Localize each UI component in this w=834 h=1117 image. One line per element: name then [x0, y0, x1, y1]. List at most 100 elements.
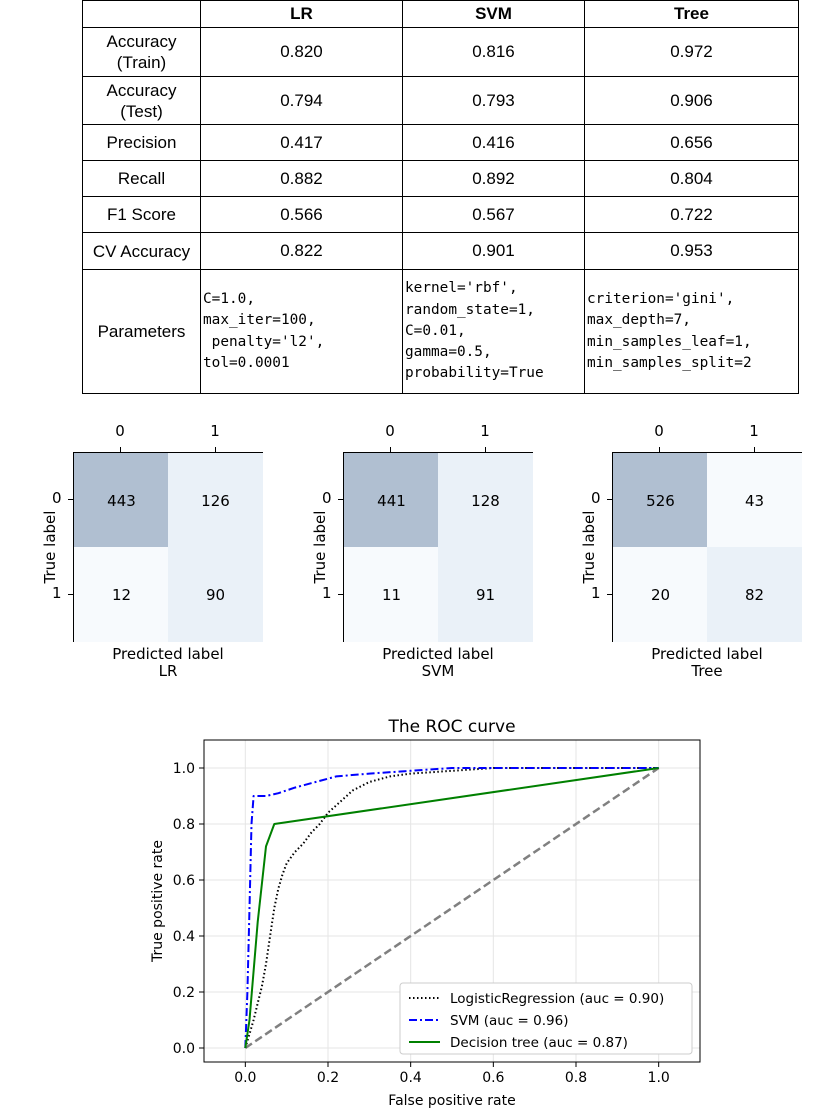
chart-title: The ROC curve	[387, 717, 515, 737]
column-tick-label: 0	[385, 422, 395, 440]
y-tick-label: 1.0	[173, 761, 195, 777]
header-cell-lr: LR	[200, 0, 403, 28]
row-label: Parameters	[82, 269, 201, 394]
table-cell: 0.656	[584, 124, 799, 161]
header-cell-svm: SVM	[402, 0, 585, 28]
matrix-cell: 20	[613, 547, 708, 642]
header-cell-tree: Tree	[584, 0, 799, 28]
matrix-grid: 443 126 12 90	[73, 452, 263, 642]
x-axis-label-text: Predicted label	[382, 645, 494, 663]
matrix-cell: 43	[707, 453, 802, 548]
row-tick-label: 1	[322, 584, 332, 602]
legend-label: SVM (auc = 0.96)	[450, 1013, 568, 1029]
tick-mark	[390, 447, 391, 452]
table-cell: 0.417	[200, 124, 403, 161]
table-cell: 0.822	[200, 232, 403, 270]
y-axis-label: True positive rate	[150, 840, 166, 963]
column-tick-label: 0	[654, 422, 664, 440]
table-cell: 0.816	[402, 27, 585, 77]
x-axis-label-text: Predicted label	[112, 645, 224, 663]
row-label: Recall	[82, 160, 201, 197]
row-tick-label: 0	[591, 489, 601, 507]
row-tick-label: 0	[52, 489, 62, 507]
y-tick-label: 0.8	[173, 817, 195, 833]
confusion-matrix-tree: 526 43 20 82 0 1 0 1 True label Predicted label Tr…	[563, 410, 813, 700]
matrix-model-name: SVM	[421, 662, 455, 680]
table-row: Accuracy (Test) 0.794 0.793 0.906	[82, 76, 799, 125]
x-axis-label: Predicted label Tree	[612, 646, 802, 680]
matrix-cell: 11	[344, 547, 439, 642]
matrix-cell: 441	[344, 453, 439, 548]
series-line	[244, 767, 659, 1049]
roc-chart: 0.0 0.2 0.4 0.6 0.8 1.0 0.0 0.2 0.4 0.6 0.8 1.0 The …	[150, 717, 701, 1109]
matrix-cell: 91	[438, 547, 533, 642]
x-tick-label: 0.8	[565, 1070, 587, 1086]
table-cell: 0.906	[584, 76, 799, 125]
legend-label: Decision tree (auc = 0.87)	[450, 1035, 628, 1051]
y-axis-label: True label	[580, 510, 598, 584]
column-tick-label: 1	[480, 422, 490, 440]
tick-mark	[215, 447, 216, 452]
matrix-cell: 526	[613, 453, 708, 548]
x-tick-label: 1.0	[648, 1070, 670, 1086]
x-axis-label: Predicted label SVM	[343, 646, 533, 680]
y-tick-label: 0.4	[173, 929, 195, 945]
x-axis-label: False positive rate	[388, 1093, 515, 1109]
y-tick-label: 0.6	[173, 873, 195, 889]
table-row: Recall 0.882 0.892 0.804	[82, 160, 799, 197]
tick-mark	[68, 499, 73, 500]
tick-mark	[120, 447, 121, 452]
y-axis-label: True label	[311, 510, 329, 584]
table-cell: 0.820	[200, 27, 403, 77]
matrix-cell: 126	[168, 453, 263, 548]
tick-mark	[338, 594, 343, 595]
row-tick-label: 1	[591, 584, 601, 602]
table-cell: 0.794	[200, 76, 403, 125]
x-tick-label: 0.4	[400, 1070, 422, 1086]
table-cell: 0.416	[402, 124, 585, 161]
table-cell: 0.722	[584, 196, 799, 233]
y-tick-label: 0.0	[173, 1041, 195, 1057]
table-cell: 0.972	[584, 27, 799, 77]
table-cell: 0.892	[402, 160, 585, 197]
parameter-cell-svm: kernel='rbf', random_state=1, C=0.01, ga…	[402, 269, 585, 394]
row-label: CV Accuracy	[82, 232, 201, 270]
table-header-row: LR SVM Tree	[82, 0, 799, 28]
table-row: CV Accuracy 0.822 0.901 0.953	[82, 232, 799, 270]
x-tick-label: 0.0	[234, 1070, 256, 1086]
row-tick-label: 0	[322, 489, 332, 507]
confusion-matrix-svm: 441 128 11 91 0 1 0 1 True label Predicted label S…	[294, 410, 544, 700]
matrix-cell: 443	[74, 453, 169, 548]
column-tick-label: 1	[210, 422, 220, 440]
column-tick-label: 0	[115, 422, 125, 440]
tick-mark	[659, 447, 660, 452]
matrix-grid: 526 43 20 82	[612, 452, 802, 642]
table-cell: 0.804	[584, 160, 799, 197]
matrix-cell: 90	[168, 547, 263, 642]
y-tick-label: 0.2	[173, 985, 195, 1001]
matrix-model-name: LR	[158, 662, 178, 680]
matrix-grid: 441 128 11 91	[343, 452, 533, 642]
table-row-parameters: Parameters C=1.0, max_iter=100, penalty=…	[82, 269, 799, 394]
table-cell: 0.901	[402, 232, 585, 270]
matrix-model-name: Tree	[691, 662, 723, 680]
table-cell: 0.793	[402, 76, 585, 125]
column-tick-label: 1	[749, 422, 759, 440]
table-cell: 0.566	[200, 196, 403, 233]
parameter-cell-lr: C=1.0, max_iter=100, penalty='l2', tol=0…	[200, 269, 403, 394]
tick-mark	[338, 499, 343, 500]
series-line	[244, 767, 659, 1049]
row-label: Precision	[82, 124, 201, 161]
row-label: Accuracy (Test)	[82, 76, 201, 125]
matrix-cell: 82	[707, 547, 802, 642]
plot-frame	[203, 739, 701, 1063]
row-tick-label: 1	[52, 584, 62, 602]
x-tick-label: 0.6	[482, 1070, 504, 1086]
matrix-cell: 128	[438, 453, 533, 548]
table-row: Accuracy (Train) 0.820 0.816 0.972	[82, 27, 799, 77]
table-cell: 0.953	[584, 232, 799, 270]
table-row: F1 Score 0.566 0.567 0.722	[82, 196, 799, 233]
table-row: Precision 0.417 0.416 0.656	[82, 124, 799, 161]
confusion-matrix-lr: 443 126 12 90 0 1 0 1 True label Predicted label L…	[24, 410, 274, 700]
y-axis-label: True label	[41, 510, 59, 584]
